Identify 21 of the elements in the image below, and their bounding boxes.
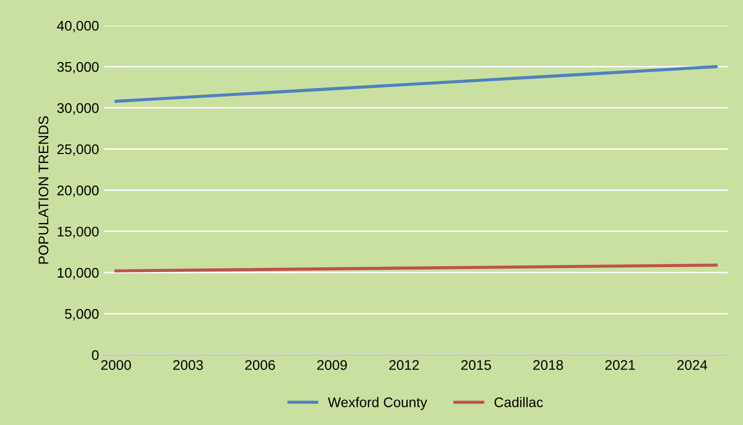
- y-tick-label: 5,000: [64, 309, 99, 321]
- x-tick-label: 2024: [677, 360, 708, 370]
- y-tick-label: 0: [92, 350, 99, 360]
- y-tick-label: 35,000: [57, 62, 99, 74]
- x-tick-label: 2003: [173, 360, 203, 370]
- x-tick-label: 2021: [605, 360, 635, 370]
- y-tick-label: 25,000: [57, 144, 99, 156]
- x-tick-label: 2009: [317, 360, 347, 370]
- y-tick-label: 40,000: [57, 20, 99, 32]
- x-tick-label: 2006: [245, 360, 275, 370]
- x-tick-label: 2012: [389, 360, 419, 370]
- x-tick-label: 2015: [461, 360, 491, 370]
- y-axis-title: POPULATION TRENDS: [38, 116, 48, 264]
- y-tick-label: 30,000: [57, 103, 99, 115]
- x-tick-label: 2018: [533, 360, 563, 370]
- y-tick-label: 10,000: [58, 268, 99, 280]
- y-tick-label: 20,000: [57, 186, 99, 197]
- x-tick-label: 2000: [101, 360, 131, 370]
- legend-label: Cadillac: [494, 397, 543, 408]
- legend-label: Wexford County: [328, 397, 428, 410]
- y-tick-label: 15,000: [58, 226, 99, 238]
